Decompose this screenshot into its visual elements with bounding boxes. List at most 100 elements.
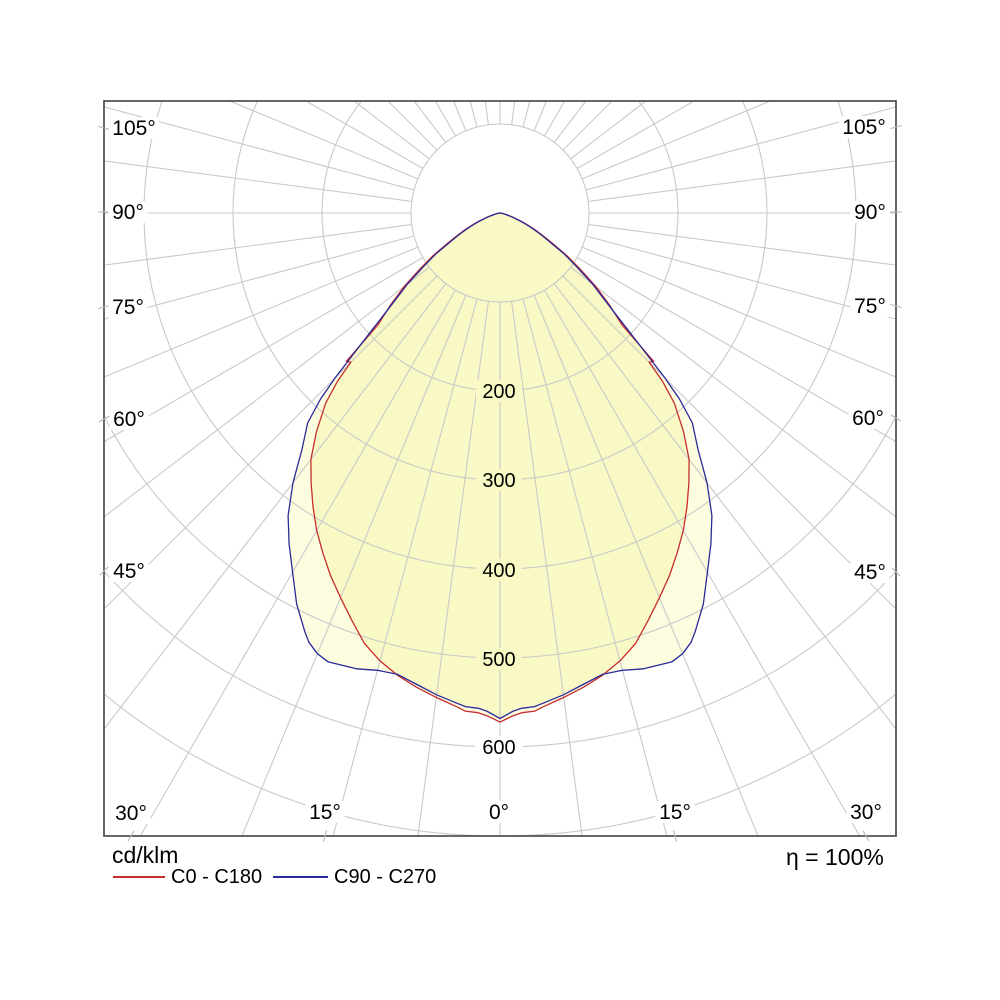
angle-label-75: 75° (112, 296, 144, 319)
angle-label-15: 15° (309, 801, 341, 824)
angle-tick-30 (862, 830, 870, 842)
grid-spoke (452, 101, 467, 132)
angle-label-bg (109, 560, 149, 582)
grid-spoke (533, 294, 759, 836)
radial-label-600: 600 (482, 737, 515, 759)
grid-spoke (104, 246, 419, 378)
grid-spoke (576, 257, 896, 443)
angle-label-bg (305, 801, 345, 823)
grid-spoke (544, 101, 566, 137)
angle-label-15: 15° (659, 801, 691, 824)
radial-label-200: 200 (482, 381, 515, 403)
angle-label-bg (111, 802, 151, 824)
radial-labels: 200 300 400 500 600 (475, 381, 523, 759)
grid-spoke (585, 106, 896, 191)
grid-spoke (581, 101, 772, 180)
grid-spoke (576, 101, 696, 169)
grid-spoke (104, 283, 447, 730)
angle-label-bg (850, 561, 890, 583)
angle-label-bg (848, 407, 888, 429)
angle-ticks (98, 124, 902, 842)
grid-spoke (413, 101, 447, 143)
grid-spoke (104, 160, 412, 202)
legend-line-c90-icon (273, 876, 328, 878)
angle-label-30: 30° (850, 801, 882, 824)
angle-label-bg (108, 201, 148, 223)
angle-tick-45 (99, 566, 109, 576)
grid-spoke (588, 224, 896, 266)
angle-tick-75 (98, 304, 110, 310)
angle-label-90: 90° (112, 201, 144, 224)
angle-label-bg (108, 296, 148, 318)
grid-spoke (241, 294, 467, 836)
grid-spoke (417, 301, 489, 836)
grid-spoke (139, 289, 456, 836)
angle-tick-60 (98, 415, 110, 423)
grid-spoke (332, 298, 478, 836)
angle-tick-105 (890, 124, 902, 130)
grid-spoke (104, 235, 415, 320)
legend-label-c90: C90 - C270 (334, 866, 437, 888)
grid-spoke (104, 106, 415, 191)
angle-tick-75 (890, 303, 902, 309)
angle-tick-60 (890, 414, 902, 422)
radial-label-500: 500 (482, 649, 515, 671)
radial-label-400: 400 (482, 560, 515, 582)
grid-spoke (553, 101, 587, 143)
angle-tick-45 (891, 567, 901, 577)
angle-tick-105 (98, 125, 110, 131)
radial-label-300: 300 (482, 470, 515, 492)
angle-label-105: 105° (112, 117, 155, 140)
grid-spoke (511, 101, 516, 125)
curve-C0-C180 (310, 212, 690, 723)
angle-label-90: 90° (854, 201, 886, 224)
angle-label-bg (485, 801, 513, 823)
angle-label-bg (109, 117, 159, 139)
grid-spoke (228, 101, 419, 180)
angle-label-60: 60° (852, 407, 884, 430)
grid-spoke (533, 101, 548, 132)
efficiency-label: η = 100% (786, 844, 884, 870)
grid-spoke (553, 283, 896, 730)
grid-spoke (588, 160, 896, 202)
angle-label-45: 45° (113, 560, 145, 583)
grid-spoke (544, 289, 861, 836)
angle-labels: 105° 90° 75° 60° 45° 30° 15° 0° 15° 30° 45° 60° 75° 9… (108, 116, 890, 825)
angle-tick-15 (322, 830, 328, 842)
angle-label-0: 0° (489, 801, 509, 824)
angle-label-75: 75° (854, 295, 886, 318)
radial-label-bg (475, 736, 523, 758)
grid-spoke (104, 275, 438, 610)
angle-label-105: 105° (842, 116, 885, 139)
grid-spoke (511, 301, 583, 836)
angle-label-bg (109, 408, 149, 430)
grid-spoke (562, 275, 896, 610)
angle-label-45: 45° (854, 561, 886, 584)
grid-spoke (585, 235, 896, 320)
grid-spoke (104, 266, 430, 518)
angle-label-60: 60° (113, 408, 145, 431)
grid-spoke (570, 266, 896, 518)
angle-label-bg (839, 116, 889, 138)
grid-spoke (581, 246, 896, 378)
grid-spoke (104, 257, 424, 443)
grid-spoke (562, 101, 613, 151)
curve-C90-C270 (287, 212, 713, 720)
grid-spoke (484, 101, 489, 125)
grid-spoke (104, 224, 412, 266)
grid-spoke (304, 101, 424, 169)
angle-label-bg (655, 801, 695, 823)
angle-label-bg (850, 201, 890, 223)
angle-label-bg (846, 801, 886, 823)
angle-tick-30 (127, 830, 135, 842)
angle-label-bg (850, 295, 890, 317)
legend-line-c0-icon (113, 876, 165, 878)
grid-spoke (434, 101, 456, 137)
legend-label-c0: C0 - C180 (171, 866, 263, 888)
angle-tick-15 (672, 830, 678, 842)
plot-border (103, 100, 897, 837)
